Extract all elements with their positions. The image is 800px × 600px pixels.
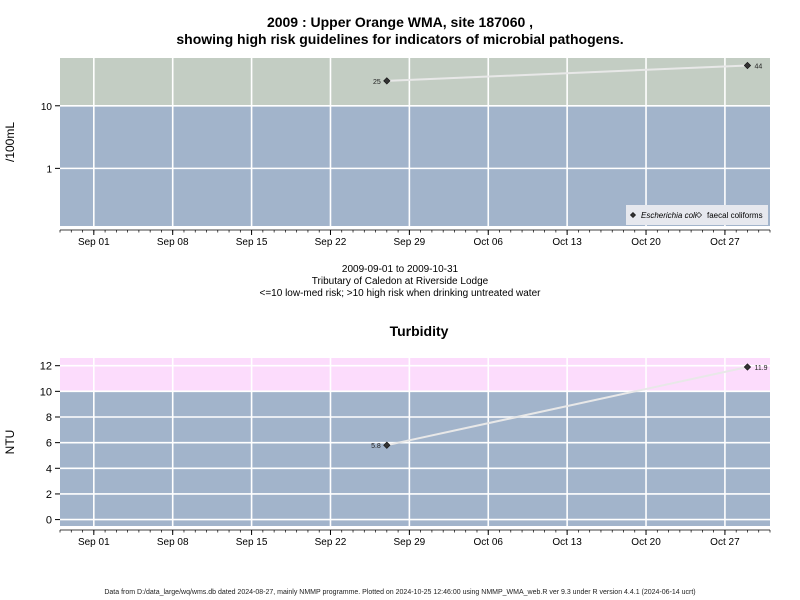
data-label: 44 (754, 64, 762, 71)
data-point (743, 363, 752, 371)
high-risk-band (60, 58, 770, 106)
x-tick-label: Sep 08 (157, 237, 189, 248)
y-axis-label: /100mL (3, 122, 17, 162)
data-point (383, 77, 391, 85)
y-tick-label: 4 (46, 463, 52, 475)
y-tick-label: 12 (40, 361, 52, 373)
chart-title-line-1: 2009 : Upper Orange WMA, site 187060 , (266, 14, 534, 30)
low-risk-band (60, 391, 770, 526)
data-point (383, 441, 391, 449)
y-tick-label: 0 (46, 515, 52, 527)
x-tick-label: Sep 01 (78, 237, 110, 248)
chart-title-line-2: showing high risk guidelines for indicat… (176, 31, 624, 47)
x-tick-label: Oct 27 (710, 537, 740, 548)
y-axis-label: NTU (3, 430, 17, 455)
x-tick-label: Oct 27 (710, 237, 740, 248)
x-tick-label: Sep 15 (236, 237, 268, 248)
footer-note: Data from D:/data_large/wq/wms.db dated … (104, 589, 696, 596)
y-tick-label: 10 (40, 386, 52, 398)
y-tick-label: 8 (46, 412, 52, 424)
y-tick-label: 10 (41, 102, 53, 113)
legend-marker (695, 211, 703, 219)
x-tick-label: Sep 08 (157, 537, 189, 548)
panel-title: Turbidity (390, 323, 449, 339)
x-tick-label: Sep 22 (315, 237, 347, 248)
x-tick-label: Oct 06 (474, 537, 504, 548)
x-tick-label: Sep 29 (394, 237, 426, 248)
x-tick-label: Oct 20 (631, 237, 661, 248)
x-tick-label: Sep 29 (394, 537, 426, 548)
data-label: 11.9 (754, 365, 767, 372)
legend-marker (629, 211, 637, 219)
y-tick-label: 1 (46, 164, 52, 175)
location-caption: Tributary of Caledon at Riverside Lodge (311, 276, 489, 287)
y-tick-label: 6 (46, 438, 52, 450)
y-tick-label: 2 (46, 489, 52, 501)
date-range-caption: 2009-09-01 to 2009-10-31 (341, 264, 459, 275)
x-tick-label: Oct 06 (474, 237, 504, 248)
risk-note-caption: <=10 low-med risk; >10 high risk when dr… (259, 288, 541, 299)
data-label: 5.8 (371, 443, 381, 450)
data-label: 25 (373, 79, 381, 86)
x-tick-label: Sep 01 (78, 537, 110, 548)
x-tick-label: Sep 15 (236, 537, 268, 548)
legend-box (626, 205, 768, 225)
x-tick-label: Oct 13 (552, 237, 582, 248)
series-line (386, 365, 748, 447)
x-tick-label: Sep 22 (315, 537, 347, 548)
legend-label: Escherichia coli (641, 211, 697, 220)
series-line (386, 64, 748, 82)
high-risk-band (60, 358, 770, 392)
x-tick-label: Oct 13 (552, 537, 582, 548)
data-point (743, 61, 752, 70)
x-tick-label: Oct 20 (631, 537, 661, 548)
legend-label: faecal coliforms (707, 211, 763, 220)
